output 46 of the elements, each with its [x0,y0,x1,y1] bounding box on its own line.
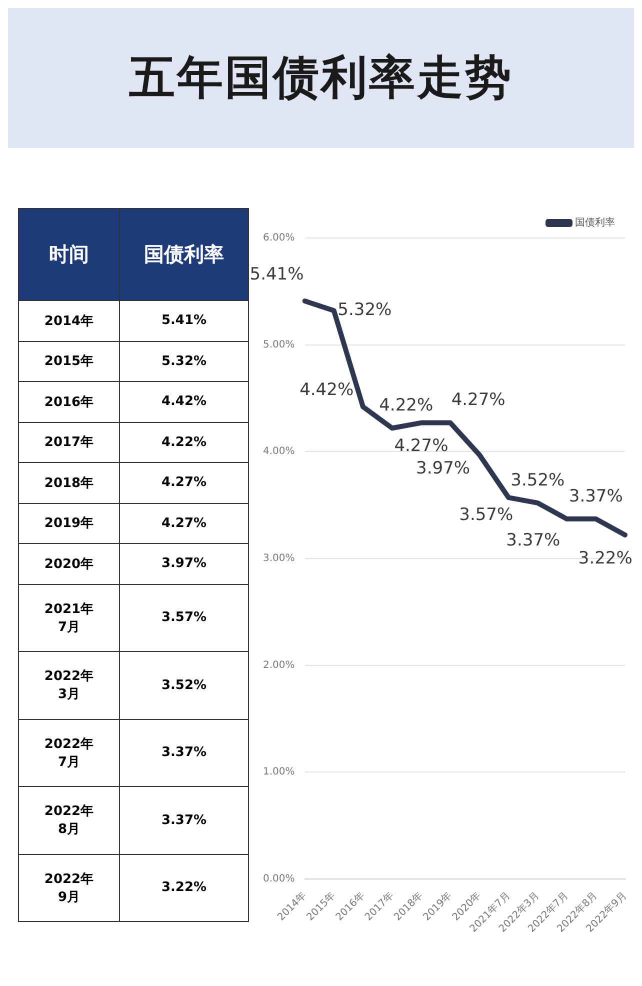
category-label: 2015年 [44,354,94,370]
text: 3.37% [161,812,207,828]
data-label: 3.37% [506,530,560,550]
text: 5.41% [161,313,207,328]
category-label: 2022年3月 [44,669,94,702]
category-label: 2018年 [44,476,94,491]
text: 4.27% [161,516,207,531]
y-tick-label: 3.00% [262,553,295,564]
category-label: 2022年7月 [44,736,94,770]
text: 3.37% [161,745,207,760]
text: 3.97% [161,556,207,572]
text: 3.57% [161,610,207,626]
data-label: 3.97% [416,458,470,478]
y-tick-label: 1.00% [262,766,295,778]
text: 国债利率 [120,208,248,300]
category-label: 2017年 [44,435,94,450]
category-label: 2019年 [44,516,94,532]
data-label: 5.41% [250,264,304,284]
data-label: 3.37% [568,486,623,506]
data-label: 3.22% [578,548,632,568]
data-label: 4.27% [451,390,506,410]
category-label: 2014年 [44,314,94,329]
y-tick-label: 0.00% [262,873,295,884]
y-tick-label: 5.00% [262,339,295,350]
data-label: 3.57% [459,504,514,525]
data-label: 5.32% [338,300,392,320]
category-label: 2022年8月 [44,804,94,838]
text: 4.42% [161,394,207,410]
data-label: 4.22% [379,396,434,416]
y-tick-label: 6.00% [262,232,295,244]
category-label: 2021年7月 [44,602,94,635]
data-label: 3.52% [510,470,565,490]
data-label: 4.42% [300,380,354,400]
category-label: 2016年 [44,394,94,410]
chart-title: 五年国债利率走势 [129,49,513,106]
text: 5.32% [161,354,207,369]
text: 3.22% [161,880,207,896]
text: 4.22% [161,434,207,450]
y-tick-label: 4.00% [262,446,295,458]
text: 3.52% [161,678,207,693]
category-label: 2020年 [44,556,94,572]
legend-label: 国债利率 [575,216,615,229]
data-label: 4.27% [394,436,448,456]
text: 4.27% [161,475,207,490]
text: 时间 [18,208,120,300]
y-tick-label: 2.00% [262,660,295,671]
